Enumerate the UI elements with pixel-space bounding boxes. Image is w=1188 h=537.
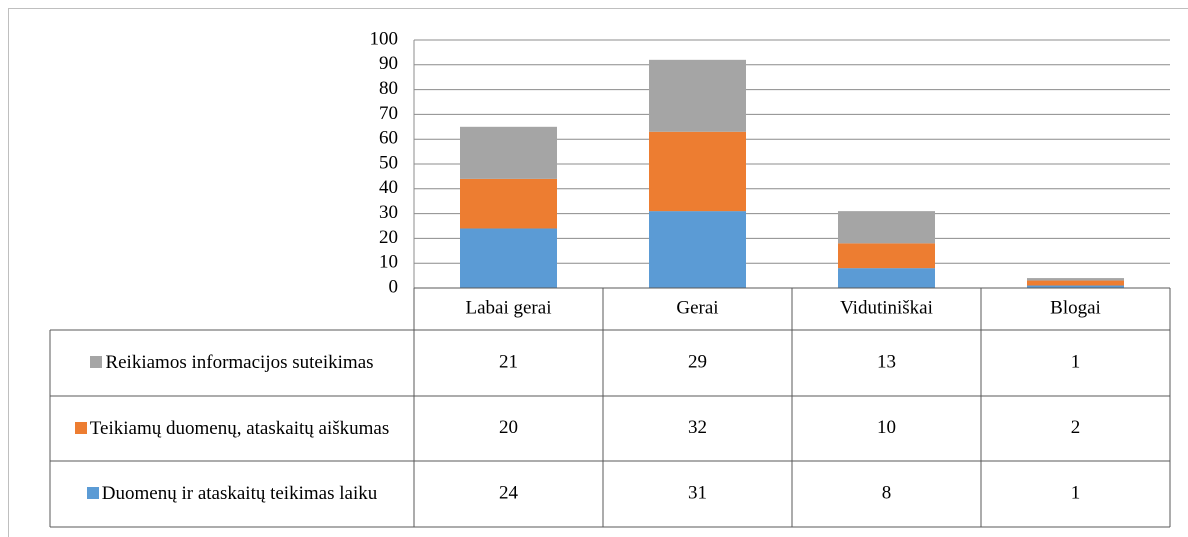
table-value: 10	[877, 417, 896, 438]
y-tick-label: 90	[379, 53, 398, 74]
y-tick-label: 0	[389, 276, 399, 297]
legend-entry: Teikiamų duomenų, ataskaitų aiškumas	[50, 396, 414, 461]
x-tick-label: Labai gerai	[466, 297, 552, 318]
bar-segment	[460, 126, 557, 179]
bar-segment	[460, 178, 557, 229]
y-tick-label: 70	[379, 103, 398, 124]
table-value: 2	[1071, 417, 1081, 438]
bar-segment	[460, 228, 557, 288]
legend-cell: Teikiamų duomenų, ataskaitų aiškumas	[74, 417, 390, 440]
bar-segment	[649, 131, 746, 212]
bar-segment	[838, 211, 935, 244]
x-tick-label: Vidutiniškai	[840, 297, 933, 318]
legend-label: Teikiamų duomenų, ataskaitų aiškumas	[89, 417, 390, 439]
table-value: 20	[499, 417, 518, 438]
legend-cell: Duomenų ir ataskaitų teikimas laiku	[86, 483, 378, 505]
legend-label: Duomenų ir ataskaitų teikimas laiku	[101, 483, 378, 504]
legend-cell: Reikiamos informacijos suteikimas	[90, 352, 374, 374]
y-tick-label: 30	[379, 202, 398, 223]
y-tick-label: 100	[370, 28, 399, 49]
table-value: 32	[688, 417, 707, 438]
y-tick-label: 20	[379, 227, 398, 248]
bar-segment	[1027, 285, 1124, 288]
table-value: 21	[499, 351, 518, 372]
legend-swatch	[74, 421, 87, 434]
x-tick-label: Gerai	[676, 297, 718, 318]
bar-segment	[1027, 280, 1124, 286]
table-value: 24	[499, 482, 519, 503]
y-tick-label: 40	[379, 177, 398, 198]
y-tick-label: 10	[379, 252, 398, 273]
y-tick-label: 80	[379, 78, 398, 99]
x-tick-label: Blogai	[1050, 297, 1101, 318]
table-value: 13	[877, 351, 896, 372]
y-tick-label: 60	[379, 128, 398, 149]
legend-swatch	[90, 356, 103, 368]
legend-entry: Reikiamos informacijos suteikimas	[50, 330, 414, 396]
legend-swatch	[86, 487, 99, 499]
bar-segment	[1027, 278, 1124, 281]
legend-label: Reikiamos informacijos suteikimas	[105, 352, 374, 373]
table-value: 1	[1071, 351, 1081, 372]
table-value: 29	[688, 351, 707, 372]
table-value: 1	[1071, 482, 1081, 503]
bar-segment	[838, 243, 935, 269]
table-value: 8	[882, 482, 892, 503]
legend-entry: Duomenų ir ataskaitų teikimas laiku	[50, 461, 414, 527]
bar-segment	[649, 211, 746, 288]
table-value: 31	[688, 482, 707, 503]
bar-segment	[649, 59, 746, 132]
y-tick-label: 50	[379, 152, 398, 173]
bar-segment	[838, 268, 935, 288]
